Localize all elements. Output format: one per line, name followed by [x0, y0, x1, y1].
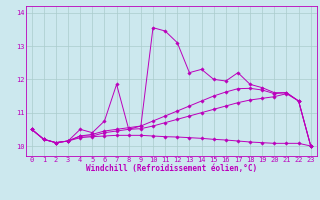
X-axis label: Windchill (Refroidissement éolien,°C): Windchill (Refroidissement éolien,°C) [86, 164, 257, 173]
